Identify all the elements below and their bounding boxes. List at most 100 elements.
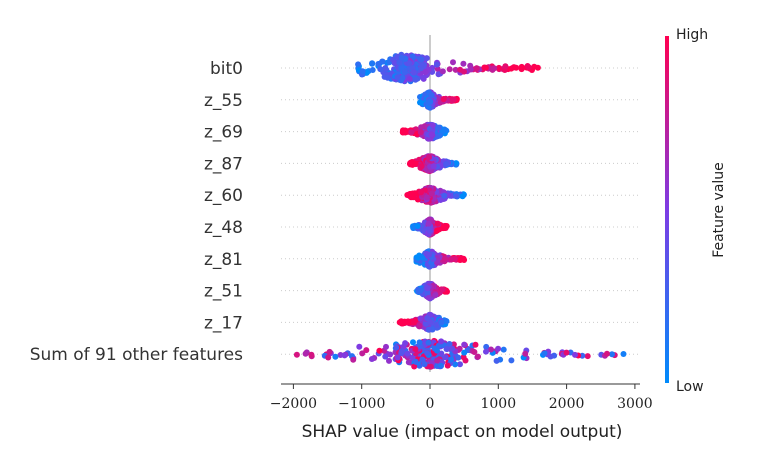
- shap-point: [435, 71, 442, 78]
- shap-point: [450, 59, 456, 66]
- shap-point: [425, 220, 432, 227]
- shap-point: [418, 56, 425, 63]
- shap-point: [534, 64, 541, 71]
- shap-point: [434, 220, 441, 227]
- shap-point: [433, 322, 440, 328]
- shap-point: [443, 161, 450, 167]
- shap-point: [410, 319, 417, 326]
- shap-point: [452, 361, 459, 368]
- shap-point: [417, 99, 423, 106]
- shap-point: [449, 345, 456, 352]
- shap-point: [356, 343, 363, 350]
- shap-point: [376, 347, 383, 354]
- feature-row-guides: [281, 67, 640, 355]
- shap-point: [483, 348, 489, 355]
- shap-point: [428, 190, 435, 197]
- x-tick-label: −2000: [270, 396, 317, 412]
- shap-point: [424, 285, 431, 292]
- shap-point: [332, 353, 339, 360]
- shap-point: [438, 286, 445, 293]
- shap-point: [460, 60, 467, 67]
- shap-point: [455, 354, 462, 361]
- shap-point: [427, 98, 434, 105]
- shap-point: [422, 69, 429, 76]
- shap-point: [406, 75, 413, 82]
- feature-label: bit0: [210, 59, 243, 79]
- shap-point: [382, 65, 389, 71]
- shap-point: [459, 193, 466, 200]
- colorbar: [665, 36, 669, 383]
- shap-point: [391, 60, 398, 66]
- shap-point: [426, 154, 432, 161]
- shap-point: [495, 64, 502, 71]
- shap-point: [410, 339, 416, 346]
- shap-point: [398, 350, 405, 357]
- shap-point: [411, 190, 418, 197]
- shap-point: [460, 354, 467, 361]
- shap-point: [456, 345, 463, 352]
- shap-point: [383, 343, 389, 350]
- shap-point: [541, 350, 548, 357]
- shap-point: [412, 76, 419, 83]
- x-tick-label: 0: [426, 396, 435, 412]
- shap-point: [461, 349, 468, 356]
- x-tick-label: 3000: [617, 396, 653, 412]
- shap-point: [405, 359, 412, 366]
- shap-point: [410, 69, 417, 76]
- shap-point: [502, 63, 509, 70]
- shap-point: [424, 315, 431, 322]
- shap-point: [404, 350, 411, 357]
- shap-point: [384, 74, 391, 81]
- shap-point: [408, 129, 415, 136]
- shap-point: [442, 255, 449, 262]
- shap-point: [518, 63, 525, 70]
- shap-point: [409, 354, 416, 361]
- shap-point: [399, 320, 406, 327]
- colorbar-high-label: High: [676, 27, 708, 43]
- shap-point: [475, 353, 481, 360]
- shap-point: [458, 256, 465, 262]
- feature-label: z_51: [204, 282, 243, 302]
- feature-label: z_55: [204, 91, 243, 111]
- colorbar-low-label: Low: [676, 379, 704, 395]
- shap-point: [359, 68, 366, 75]
- shap-point: [432, 292, 439, 299]
- shap-point: [302, 350, 309, 357]
- shap-point: [350, 356, 357, 363]
- x-tick-label: 2000: [549, 396, 585, 412]
- shap-point: [620, 351, 627, 357]
- shap-point: [481, 64, 488, 71]
- shap-point: [452, 66, 459, 73]
- shap-point: [369, 67, 376, 73]
- feature-label: Sum of 91 other features: [30, 345, 243, 365]
- feature-label: z_81: [204, 250, 243, 270]
- shap-point: [402, 340, 409, 347]
- shap-point: [379, 58, 386, 65]
- shap-point: [438, 362, 444, 369]
- shap-point: [488, 346, 494, 353]
- shap-point: [341, 352, 348, 359]
- feature-label: z_87: [204, 154, 243, 174]
- shap-point: [453, 193, 460, 200]
- x-tick-label: 1000: [480, 396, 516, 412]
- shap-point: [368, 356, 375, 362]
- shap-point: [448, 256, 454, 263]
- shap-point: [440, 96, 447, 103]
- shap-point: [434, 227, 441, 234]
- shap-point: [442, 354, 449, 361]
- shap-point: [418, 163, 425, 170]
- shap-point: [414, 223, 421, 229]
- shap-point: [563, 349, 570, 356]
- shap-point: [398, 54, 405, 61]
- shap-point: [326, 348, 333, 355]
- shap-point: [426, 251, 432, 258]
- shap-point: [467, 66, 474, 73]
- shap-point: [461, 341, 468, 348]
- shap-point: [412, 160, 419, 167]
- shap-point: [406, 192, 413, 199]
- shap-point: [441, 192, 448, 199]
- shap-point: [406, 60, 413, 67]
- shap-point: [525, 64, 532, 71]
- shap-point: [414, 254, 421, 261]
- shap-point: [359, 350, 366, 357]
